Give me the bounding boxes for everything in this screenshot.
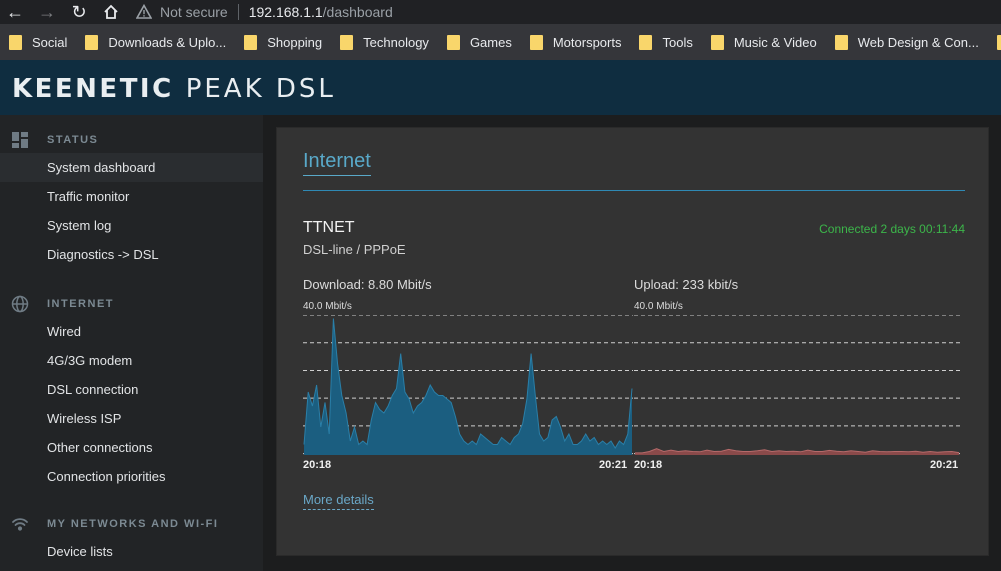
folder-icon	[446, 34, 460, 50]
sidebar-section-header: INTERNET	[0, 291, 263, 317]
folder-icon	[834, 34, 848, 50]
bookmark-label: Motorsports	[552, 34, 622, 50]
download-scale: 40.0 Mbit/s	[303, 301, 352, 312]
folder-icon	[710, 34, 724, 50]
browser-address-bar: ← → ↻ Not secure 192.168.1.1/dashboard	[0, 0, 1001, 24]
sidebar-item[interactable]: Device lists	[47, 544, 113, 559]
sidebar-item[interactable]: Device ...	[0, 566, 263, 571]
sidebar-item[interactable]: Wired	[47, 324, 81, 339]
chart-line-series	[635, 448, 960, 454]
connection-status: Connected 2 days 00:11:44	[819, 222, 965, 236]
sidebar-item[interactable]: DSL connection	[47, 382, 139, 397]
security-label: Not secure	[160, 4, 228, 20]
url-field[interactable]: Not secure 192.168.1.1/dashboard	[136, 0, 393, 24]
folder-icon	[85, 34, 99, 50]
bookmark-item[interactable]: Games	[446, 34, 512, 50]
router-header: KEENETIC PEAK DSL	[0, 60, 1001, 115]
upload-scale: 40.0 Mbit/s	[634, 301, 683, 312]
sidebar-section-title: INTERNET	[47, 298, 114, 310]
panel-title[interactable]: Internet	[303, 150, 371, 176]
sidebar-item[interactable]: Connection priorities	[47, 469, 166, 484]
sidebar-item[interactable]: Diagnostics -> DSL	[47, 247, 159, 262]
bookmark-label: Web Design & Con...	[857, 34, 979, 50]
download-chart	[303, 315, 633, 455]
bookmark-item[interactable]: Downloads & Uplo...	[85, 34, 227, 50]
sidebar-section: INTERNET Wired 4G/3G modem DSL connection Wi…	[0, 291, 263, 491]
bookmark-item[interactable]: Social	[9, 34, 68, 50]
folder-icon	[996, 34, 1001, 50]
bookmark-label: Downloads & Uplo...	[108, 34, 227, 50]
upload-rate: Upload: 233 kbit/s	[634, 277, 739, 292]
url-host: 192.168.1.1	[248, 4, 323, 20]
chart-area-series	[304, 318, 632, 455]
bookmark-item[interactable]: Motorsports	[529, 34, 622, 50]
bookmark-label: Music & Video	[733, 34, 817, 50]
bookmark-item[interactable]: BitCoin	[996, 34, 1001, 50]
sidebar: STATUS System dashboard Traffic monitor Sys…	[0, 115, 263, 571]
title-divider	[303, 190, 965, 191]
forward-icon[interactable]: →	[38, 1, 56, 22]
folder-icon	[340, 34, 354, 50]
connection-type: DSL-line / PPPoE	[303, 242, 406, 257]
upload-time-start: 20:18	[634, 459, 663, 471]
more-details-link[interactable]: More details	[303, 492, 374, 510]
bookmarks-bar: Social Downloads & Uplo... Shopping Technol…	[0, 24, 1001, 60]
folder-icon	[529, 34, 543, 50]
sidebar-item[interactable]: System log	[47, 218, 112, 233]
folder-icon	[9, 34, 22, 50]
wifi-icon	[10, 514, 30, 534]
bookmark-label: Social	[32, 34, 68, 50]
bookmark-label: Shopping	[267, 34, 323, 50]
bookmark-item[interactable]: Web Design & Con...	[834, 34, 979, 50]
sidebar-section-title: MY NETWORKS AND WI-FI	[47, 518, 219, 530]
sidebar-item[interactable]: 4G/3G modem	[47, 353, 133, 368]
bookmark-label: Technology	[363, 34, 429, 50]
internet-panel: Internet TTNET DSL-line / PPPoE Connecte…	[277, 128, 988, 555]
bookmark-item[interactable]: Tools	[639, 34, 693, 50]
chart-line-series	[303, 318, 633, 449]
bookmark-item[interactable]: Music & Video	[710, 34, 817, 50]
bookmark-label: Tools	[662, 34, 693, 50]
brand-logo[interactable]: KEENETIC PEAK DSL	[12, 74, 336, 104]
back-icon[interactable]: ←	[6, 1, 24, 22]
sidebar-item[interactable]: System dashboard	[0, 153, 263, 182]
sidebar-section: MY NETWORKS AND WI-FI Device lists Device …	[0, 511, 263, 571]
warning-icon	[136, 4, 152, 19]
bookmark-label: Games	[469, 34, 512, 50]
sidebar-item[interactable]: Other connections	[47, 440, 153, 455]
globe-icon	[10, 294, 30, 314]
upload-chart	[634, 315, 960, 455]
isp-name: TTNET	[303, 219, 355, 236]
sidebar-item[interactable]: Wireless ISP	[47, 411, 122, 426]
brand-name: KEENETIC	[12, 74, 174, 104]
dashboard-icon	[10, 130, 30, 150]
sidebar-section: STATUS System dashboard Traffic monitor Sys…	[0, 127, 263, 269]
sidebar-section-header: MY NETWORKS AND WI-FI	[0, 511, 263, 537]
download-time-start: 20:18	[303, 459, 332, 471]
main-content: Internet TTNET DSL-line / PPPoE Connecte…	[263, 115, 1001, 571]
bookmark-item[interactable]: Shopping	[244, 34, 323, 50]
url-path: /dashboard	[322, 4, 393, 20]
brand-model: PEAK DSL	[185, 74, 336, 104]
sidebar-section-header: STATUS	[0, 127, 263, 153]
folder-icon	[244, 34, 258, 50]
download-time-end: 20:21	[599, 459, 628, 471]
bookmark-item[interactable]: Technology	[340, 34, 429, 50]
folder-icon	[639, 34, 653, 50]
upload-time-end: 20:21	[930, 459, 959, 471]
sidebar-section-title: STATUS	[47, 134, 99, 146]
reload-icon[interactable]: ↻	[71, 1, 87, 22]
home-icon[interactable]	[100, 1, 122, 23]
sidebar-item[interactable]: Traffic monitor	[47, 189, 130, 204]
download-rate: Download: 8.80 Mbit/s	[303, 277, 432, 292]
